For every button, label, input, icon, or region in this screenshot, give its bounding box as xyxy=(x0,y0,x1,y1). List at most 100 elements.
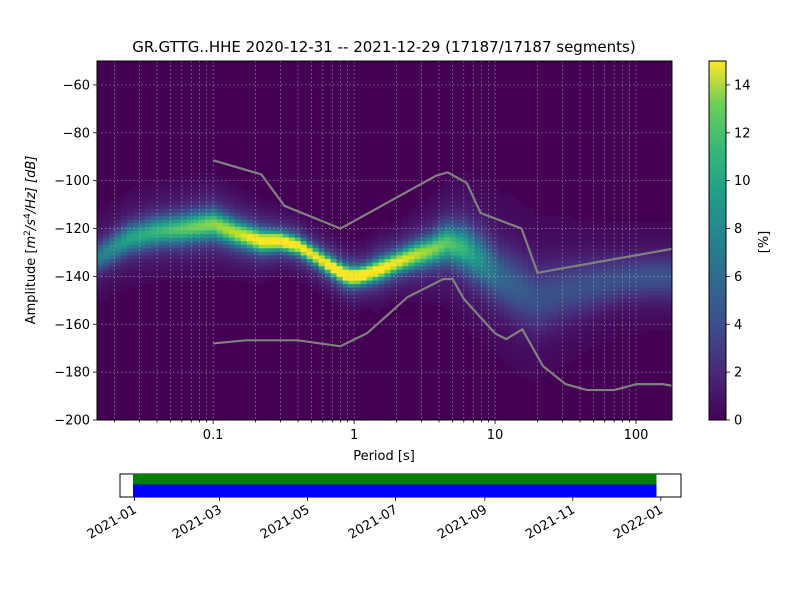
heatmap-cell xyxy=(516,341,523,346)
heatmap-cell xyxy=(456,262,463,267)
heatmap-cell xyxy=(450,201,457,206)
heatmap-cell xyxy=(492,269,499,274)
heatmap-cell xyxy=(426,236,434,242)
heatmap-cell xyxy=(150,186,158,191)
heatmap-cell xyxy=(102,236,110,242)
heatmap-cell xyxy=(402,233,410,238)
heatmap-cell xyxy=(282,222,290,227)
heatmap-cell xyxy=(288,215,296,220)
heatmap-cell xyxy=(498,283,505,288)
heatmap-cell xyxy=(528,290,535,295)
x-tick-label: 0.1 xyxy=(203,428,224,443)
heatmap-cell xyxy=(204,254,212,260)
heatmap-cell xyxy=(660,319,667,324)
heatmap-cell xyxy=(282,269,290,274)
heatmap-cell xyxy=(198,244,206,249)
heatmap-cell xyxy=(498,236,505,242)
heatmap-cell xyxy=(168,258,176,263)
heatmap-cell xyxy=(474,175,481,181)
heatmap-cell xyxy=(630,294,637,299)
heatmap-cell xyxy=(414,229,422,234)
heatmap-cell xyxy=(522,308,529,313)
heatmap-cell xyxy=(630,301,637,306)
heatmap-cell xyxy=(198,201,206,206)
heatmap-cell xyxy=(486,222,493,227)
heatmap-cell xyxy=(120,222,128,227)
heatmap-cell xyxy=(240,226,248,231)
heatmap-cell xyxy=(420,265,428,270)
heatmap-cell xyxy=(258,272,266,277)
heatmap-cell xyxy=(546,348,553,353)
heatmap-cell xyxy=(474,287,481,292)
heatmap-cell xyxy=(120,272,128,277)
heatmap-cell xyxy=(336,287,344,292)
heatmap-cell xyxy=(426,247,434,252)
heatmap-cell xyxy=(126,197,134,202)
heatmap-cell xyxy=(468,218,475,224)
heatmap-cell xyxy=(648,262,655,267)
heatmap-cell xyxy=(420,240,428,245)
heatmap-cell xyxy=(120,218,128,224)
heatmap-cell xyxy=(654,301,661,306)
heatmap-cell xyxy=(432,294,440,299)
heatmap-cell xyxy=(654,272,661,277)
heatmap-cell xyxy=(636,233,643,238)
timeline-ticks: 2021-01 2021-03 2021-05 2021-07 2021-09 2021-… xyxy=(85,497,666,543)
heatmap-cell xyxy=(216,197,224,202)
heatmap-cell xyxy=(570,344,577,349)
heatmap-cell xyxy=(486,333,493,339)
heatmap-cell xyxy=(594,218,601,224)
heatmap-cell xyxy=(162,201,170,206)
heatmap-cell xyxy=(510,333,517,339)
heatmap-cell xyxy=(270,247,278,252)
heatmap-cell xyxy=(468,323,475,328)
heatmap-cell xyxy=(132,265,140,270)
heatmap-cell xyxy=(570,272,577,277)
heatmap-cell xyxy=(498,279,505,285)
heatmap-cell xyxy=(510,312,517,317)
heatmap-cell xyxy=(390,233,398,238)
heatmap-cell xyxy=(516,272,523,277)
heatmap-cell xyxy=(456,279,463,285)
heatmap-cell xyxy=(132,254,140,260)
heatmap-cell xyxy=(624,305,631,310)
heatmap-cell xyxy=(450,211,457,216)
heatmap-cell xyxy=(378,262,386,267)
heatmap-cell xyxy=(222,272,230,277)
heatmap-cell xyxy=(396,254,404,260)
heatmap-cell xyxy=(534,341,541,346)
heatmap-cell xyxy=(498,201,505,206)
heatmap-cell xyxy=(264,208,272,213)
heatmap-cell xyxy=(402,279,410,285)
heatmap-cell xyxy=(456,215,463,220)
heatmap-cell xyxy=(630,272,637,277)
heatmap-cell xyxy=(480,254,487,260)
heatmap-cell xyxy=(462,315,469,321)
heatmap-cell xyxy=(516,258,523,263)
colorbar-tick-label: 8 xyxy=(734,222,742,237)
heatmap-cell xyxy=(204,175,212,181)
heatmap-cell xyxy=(144,197,152,202)
heatmap-cell xyxy=(402,290,410,295)
heatmap-cell xyxy=(558,337,565,342)
heatmap-cell xyxy=(606,312,613,317)
heatmap-cell xyxy=(204,240,212,245)
heatmap-cell xyxy=(588,258,595,263)
heatmap-cell xyxy=(414,258,422,263)
heatmap-cell xyxy=(144,254,152,260)
heatmap-cell xyxy=(102,294,110,299)
heatmap-cell xyxy=(618,315,625,321)
heatmap-cell xyxy=(348,251,356,256)
heatmap-cell xyxy=(624,226,631,231)
heatmap-cell xyxy=(456,276,463,281)
heatmap-cell xyxy=(480,240,487,245)
heatmap-cell xyxy=(516,333,523,339)
heatmap-cell xyxy=(258,204,266,209)
heatmap-cell xyxy=(516,326,523,331)
heatmap-cell xyxy=(174,193,182,199)
heatmap-cell xyxy=(264,240,272,245)
heatmap-cell xyxy=(408,272,416,277)
heatmap-cell xyxy=(666,269,672,274)
heatmap-cell xyxy=(582,337,589,342)
